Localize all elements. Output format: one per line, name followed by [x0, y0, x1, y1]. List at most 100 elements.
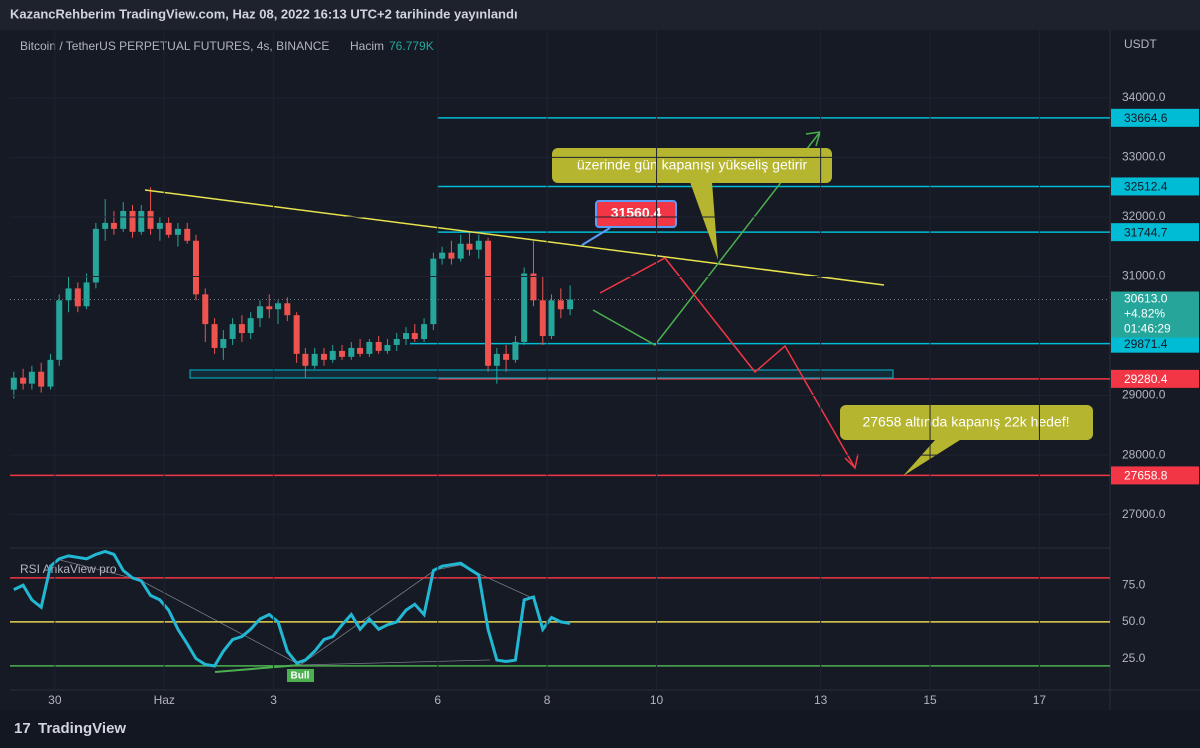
candle-body — [138, 210, 145, 232]
candle-body — [174, 228, 181, 235]
candle-body — [102, 222, 109, 229]
callout — [552, 148, 832, 183]
candle-body — [320, 353, 327, 360]
candle-body — [10, 377, 17, 390]
candle-body — [475, 240, 482, 250]
candle-body — [83, 282, 90, 307]
callout-text: üzerinde gün kapanışı yükseliş getirir — [577, 157, 808, 173]
candle-body — [247, 318, 254, 334]
candles — [10, 187, 574, 399]
candle-body — [92, 228, 99, 283]
currency: USDT — [1124, 37, 1157, 51]
candle-body — [220, 339, 227, 348]
candle-body — [120, 210, 127, 229]
candle-body — [293, 315, 300, 354]
x-tick-label: 3 — [270, 693, 277, 707]
logo-mark: 17 — [14, 720, 31, 737]
price-tag — [1111, 466, 1199, 485]
arrow-head — [844, 453, 859, 470]
candle-body — [266, 306, 273, 310]
indicator-title: RSI AnkaView pro — [20, 562, 117, 576]
candle-body — [211, 324, 218, 348]
candle-body — [284, 303, 291, 316]
candle-body — [192, 240, 199, 295]
header: KazancRehberim TradingView.com, Haz 08, … — [10, 6, 518, 21]
y-tick-label: 34000.0 — [1122, 90, 1166, 104]
candle-body — [302, 353, 309, 366]
candle-body — [457, 243, 464, 259]
bear-path — [599, 257, 856, 469]
candle-body — [557, 300, 564, 310]
candle-body — [348, 347, 355, 357]
callout-pointer — [903, 440, 960, 476]
y-tick-label: 31000.0 — [1122, 269, 1166, 283]
price-tag — [1111, 223, 1199, 242]
price-tag-text: 29871.4 — [1124, 337, 1168, 351]
candle-body — [503, 353, 510, 360]
rsi-tick-label: 75.0 — [1122, 577, 1146, 591]
candle-body — [512, 341, 519, 360]
candle-body — [567, 299, 574, 310]
badge-text: 31560.4 — [611, 205, 662, 221]
candle-body — [38, 371, 45, 387]
candle-body — [56, 300, 63, 360]
candle-body — [339, 350, 346, 357]
candle-body — [548, 300, 555, 337]
countdown-text: 01:46:29 — [1124, 322, 1171, 336]
volume-value: 76.779K — [389, 39, 434, 53]
candle-body — [229, 324, 236, 339]
candle-body — [521, 273, 528, 342]
candle-body — [539, 300, 546, 337]
candle-body — [530, 273, 537, 301]
x-tick-label: 17 — [1033, 693, 1047, 707]
badge — [595, 200, 677, 228]
x-tick-label: 8 — [544, 693, 551, 707]
last-price-text: 30613.0 — [1124, 292, 1168, 306]
chart-title: Bitcoin / TetherUS PERPETUAL FUTURES, 4s… — [20, 39, 329, 53]
candle-body — [493, 353, 500, 366]
signal-text: Bull — [291, 671, 310, 682]
candle-body — [156, 222, 163, 229]
rsi-line — [13, 549, 571, 668]
candle-body — [20, 377, 27, 384]
trendline — [144, 189, 885, 286]
candle-body — [147, 210, 154, 229]
candle-body — [202, 294, 209, 325]
candle-body — [129, 210, 136, 232]
callout-text: 27658 altında kapanış 22k hedef! — [862, 414, 1069, 430]
candle-body — [311, 353, 318, 366]
change-text: +4.82% — [1124, 307, 1165, 321]
candle-body — [393, 339, 400, 345]
candle-body — [28, 371, 35, 384]
x-tick-label: 6 — [434, 693, 441, 707]
footer-bar — [0, 710, 1200, 748]
y-tick-label: 33000.0 — [1122, 150, 1166, 164]
candle-body — [430, 258, 437, 325]
rsi-tick-label: 25.0 — [1122, 651, 1146, 665]
x-tick-label: Haz — [154, 693, 175, 707]
candle-body — [74, 288, 81, 307]
candle-body — [110, 222, 117, 229]
candle-body — [384, 344, 391, 351]
price-tag-text: 27658.8 — [1124, 469, 1168, 483]
last-price-tag — [1111, 291, 1199, 338]
y-tick-label: 27000.0 — [1122, 507, 1166, 521]
y-tick-label: 29000.0 — [1122, 388, 1166, 402]
candle-body — [466, 243, 473, 250]
bull-path — [592, 131, 821, 346]
candle-body — [448, 252, 455, 259]
x-tick-label: 10 — [650, 693, 664, 707]
volume-label: Hacim — [350, 39, 384, 53]
price-tag — [1111, 334, 1199, 353]
header-bar — [0, 0, 1200, 30]
candle-body — [275, 303, 282, 310]
axes: 27000.0 28000.0 29000.0 31000.0 32000.0 33000… — [10, 30, 1166, 707]
callout-pointer — [690, 182, 718, 260]
arrow-head — [805, 131, 822, 147]
price-tag — [1111, 108, 1199, 127]
signal-badge — [287, 669, 314, 682]
price-tag-text: 29280.4 — [1124, 372, 1168, 386]
candle-body — [485, 240, 492, 366]
candle-body — [439, 252, 446, 259]
